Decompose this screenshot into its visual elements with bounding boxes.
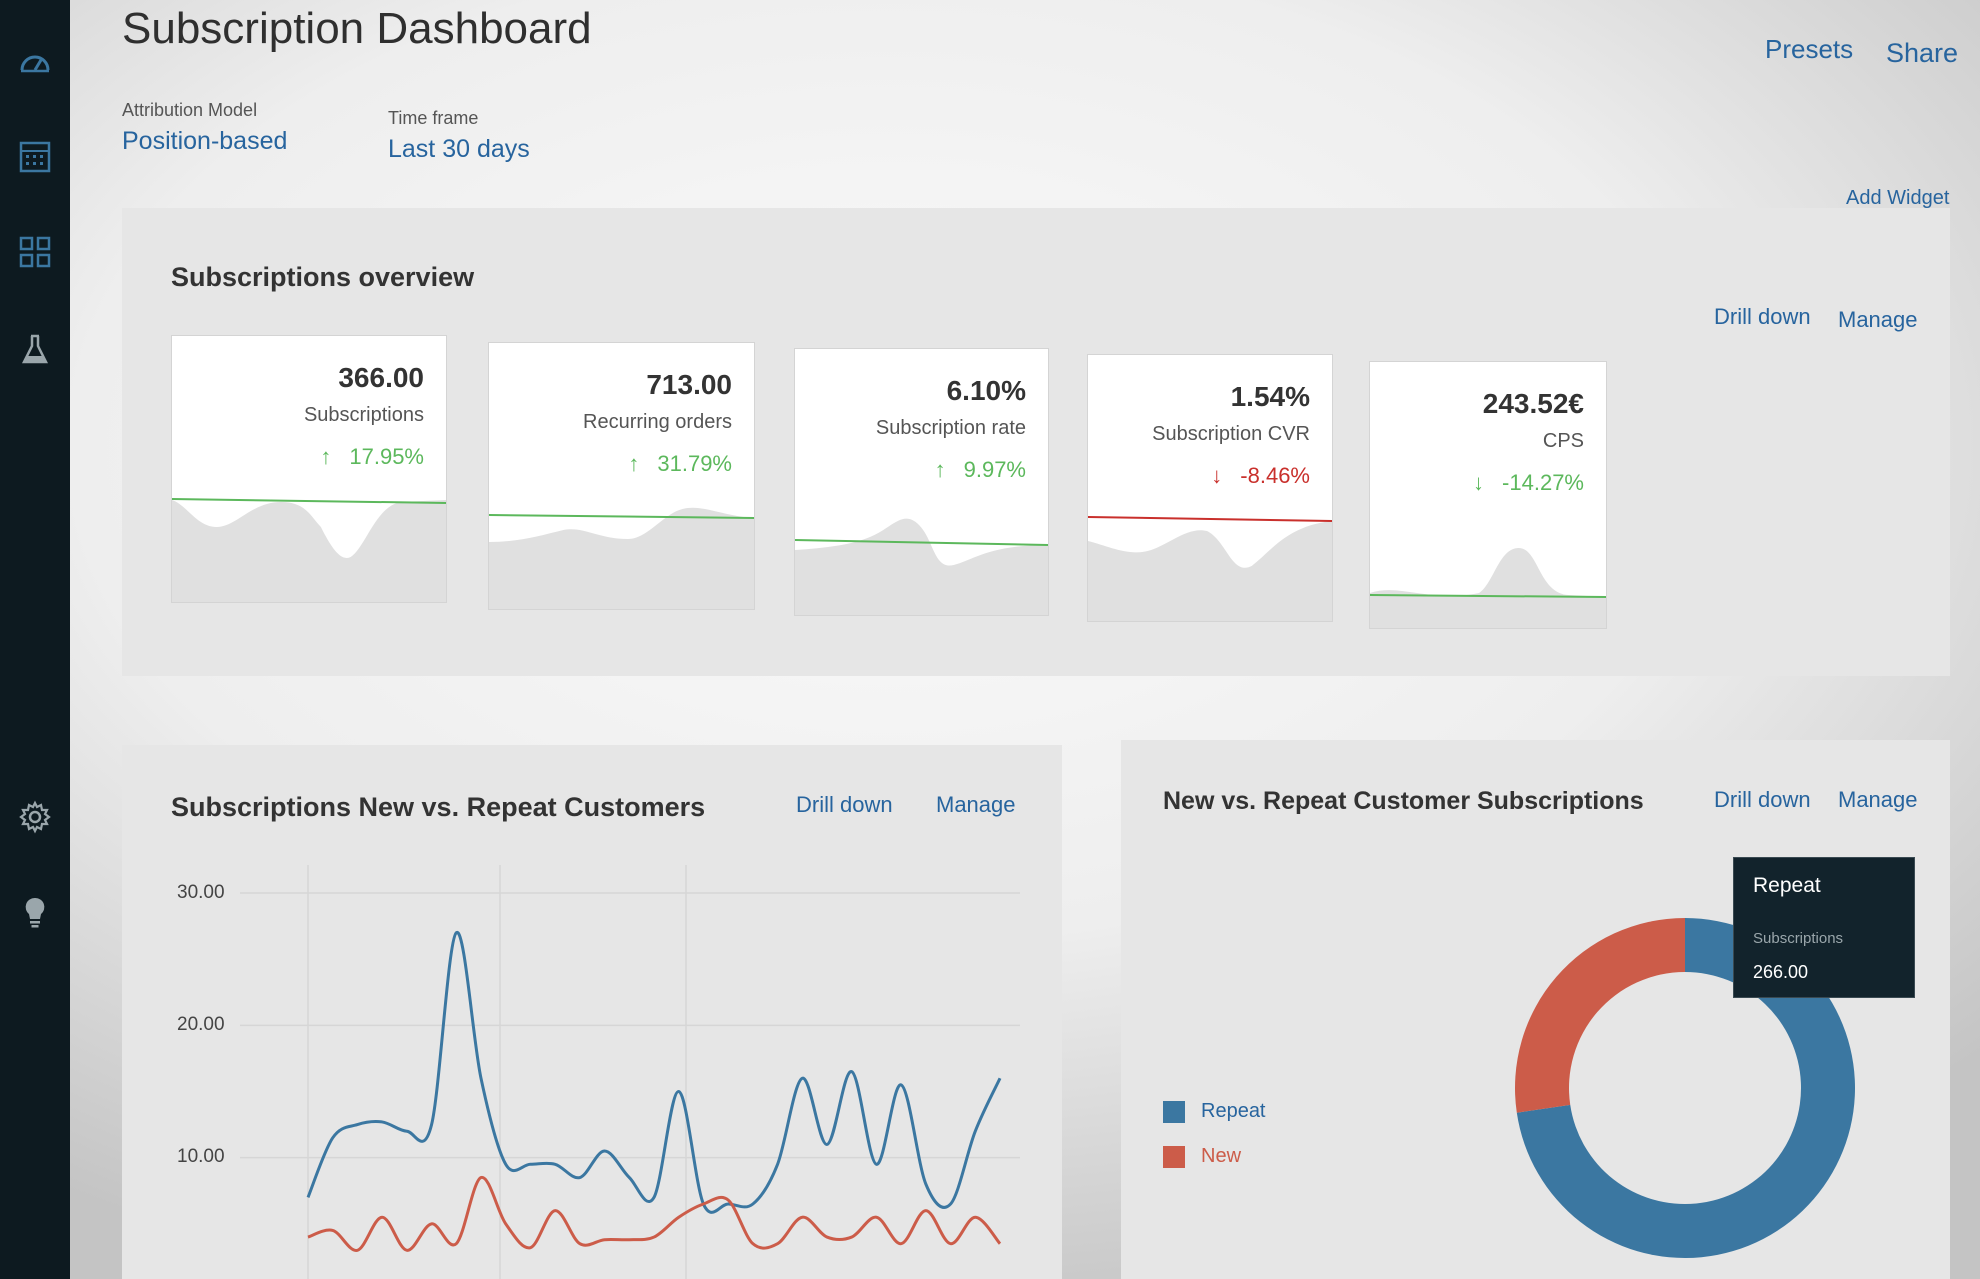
arrow-up-icon: ↑ bbox=[934, 457, 946, 482]
line-manage-link[interactable]: Manage bbox=[936, 792, 1016, 817]
kpi-card-subscriptions[interactable]: 366.00 Subscriptions ↑ 17.95% bbox=[171, 335, 447, 603]
lightbulb-icon[interactable] bbox=[11, 888, 59, 936]
kpi-sparkline bbox=[172, 498, 446, 602]
donut-manage-link[interactable]: Manage bbox=[1838, 787, 1918, 812]
sidebar-nav bbox=[0, 0, 70, 1279]
kpi-label: Subscriptions bbox=[303, 404, 424, 426]
kpi-sparkline bbox=[1370, 548, 1606, 628]
kpi-value: 1.54% bbox=[1230, 381, 1310, 412]
settings-gear-icon[interactable] bbox=[11, 793, 59, 841]
kpi-change: ↓ -14.27% bbox=[1473, 470, 1584, 495]
kpi-sparkline bbox=[489, 507, 754, 609]
donut-chart-title: New vs. Repeat Customer Subscriptions bbox=[1163, 787, 1644, 815]
kpi-change: ↑ 17.95% bbox=[320, 444, 424, 469]
kpi-label: Subscription CVR bbox=[1152, 423, 1310, 445]
tooltip-label: Subscriptions bbox=[1753, 930, 1844, 947]
flask-icon[interactable] bbox=[11, 325, 59, 373]
arrow-up-icon: ↑ bbox=[628, 451, 640, 476]
kpi-change: ↑ 31.79% bbox=[628, 451, 732, 476]
dashboard-gauge-icon[interactable] bbox=[11, 38, 59, 86]
kpi-label: Subscription rate bbox=[875, 417, 1026, 439]
legend-label: Repeat bbox=[1201, 1100, 1266, 1122]
kpi-value: 6.10% bbox=[946, 375, 1026, 406]
overview-drill-down-link[interactable]: Drill down bbox=[1714, 304, 1811, 329]
kpi-value: 366.00 bbox=[338, 362, 424, 393]
share-link[interactable]: Share bbox=[1886, 38, 1959, 68]
arrow-up-icon: ↑ bbox=[320, 444, 332, 469]
y-tick-label: 30.00 bbox=[177, 882, 225, 903]
kpi-label: CPS bbox=[1542, 430, 1584, 452]
legend-label: New bbox=[1201, 1145, 1242, 1167]
attribution-model-select[interactable]: Position-based bbox=[122, 127, 288, 155]
kpi-card-recurring-orders[interactable]: 713.00 Recurring orders ↑ 31.79% bbox=[488, 342, 755, 610]
tooltip-value: 266.00 bbox=[1753, 962, 1809, 982]
donut-chart-svg bbox=[1515, 918, 1855, 1258]
add-widget-link[interactable]: Add Widget bbox=[1846, 187, 1950, 209]
y-tick-label: 10.00 bbox=[177, 1146, 225, 1167]
overview-manage-link[interactable]: Manage bbox=[1838, 307, 1918, 332]
y-tick-label: 20.00 bbox=[177, 1014, 225, 1035]
arrow-down-icon: ↓ bbox=[1211, 463, 1223, 488]
kpi-card-subscription-rate[interactable]: 6.10% Subscription rate ↑ 9.97% bbox=[794, 348, 1049, 616]
widgets-grid-icon[interactable] bbox=[11, 228, 59, 276]
donut-slice-repeat[interactable] bbox=[1516, 918, 1855, 1258]
kpi-sparkline bbox=[795, 518, 1048, 615]
kpi-card-cps[interactable]: 243.52€ CPS ↓ -14.27% bbox=[1369, 361, 1607, 629]
kpi-value: 243.52€ bbox=[1482, 388, 1584, 419]
presets-link[interactable]: Presets bbox=[1765, 34, 1854, 64]
table-grid-icon[interactable] bbox=[11, 133, 59, 181]
page-title: Subscription Dashboard bbox=[122, 4, 592, 53]
new-vs-repeat-line-panel bbox=[122, 745, 1062, 1279]
time-frame-select[interactable]: Last 30 days bbox=[388, 135, 530, 163]
time-frame-label: Time frame bbox=[388, 108, 479, 128]
donut-slice-new[interactable] bbox=[1515, 918, 1685, 1113]
kpi-label: Recurring orders bbox=[583, 411, 732, 433]
line-drill-down-link[interactable]: Drill down bbox=[796, 792, 893, 817]
legend-item-repeat[interactable]: Repeat bbox=[1163, 1100, 1266, 1123]
overview-title: Subscriptions overview bbox=[171, 262, 475, 292]
attribution-model-label: Attribution Model bbox=[122, 100, 258, 120]
tooltip-title: Repeat bbox=[1753, 874, 1821, 897]
line-chart-title: Subscriptions New vs. Repeat Customers bbox=[171, 792, 706, 822]
legend-swatch bbox=[1163, 1145, 1185, 1168]
kpi-value: 713.00 bbox=[646, 369, 732, 400]
arrow-down-icon: ↓ bbox=[1473, 470, 1485, 495]
donut-tooltip: Repeat Subscriptions 266.00 bbox=[1733, 857, 1915, 998]
kpi-card-subscription-cvr[interactable]: 1.54% Subscription CVR ↓ -8.46% bbox=[1087, 354, 1333, 622]
legend-item-new[interactable]: New bbox=[1163, 1145, 1241, 1168]
kpi-sparkline bbox=[1088, 516, 1332, 621]
kpi-change: ↓ -8.46% bbox=[1211, 463, 1310, 488]
kpi-change: ↑ 9.97% bbox=[934, 457, 1026, 482]
donut-drill-down-link[interactable]: Drill down bbox=[1714, 787, 1811, 812]
legend-swatch bbox=[1163, 1100, 1185, 1123]
